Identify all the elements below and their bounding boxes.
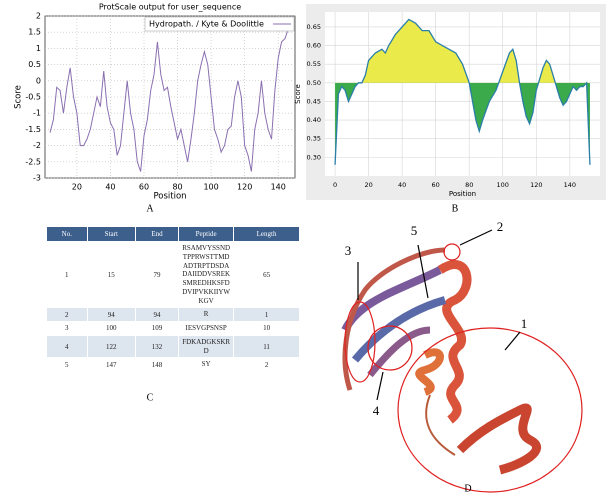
table-cell: 147 (87, 358, 135, 372)
table-cell: 122 (87, 335, 135, 358)
x-tick-label: 0 (333, 181, 337, 189)
y-tick-label: -1.5 (25, 125, 41, 134)
y-tick-label: 0.55 (307, 60, 321, 68)
table-cell: 94 (135, 308, 178, 322)
table-cell: 1 (47, 242, 88, 308)
y-tick-label: -3 (33, 174, 41, 183)
helix-ribbon (419, 352, 440, 392)
legend-label: Hydropath. / Kyte & Doolittle (149, 20, 264, 29)
region-label: 3 (345, 243, 352, 258)
table-cell: 2 (234, 358, 300, 372)
x-tick-label: 40 (105, 183, 115, 192)
panel-label: A (146, 203, 154, 214)
table-cell: 4 (47, 335, 88, 358)
y-tick-label: 2 (36, 12, 41, 21)
x-tick-label: 60 (432, 181, 440, 189)
x-tick-label: 100 (497, 181, 509, 189)
table-cell: SY (179, 358, 234, 372)
table-cell: 94 (87, 308, 135, 322)
x-tick-label: 80 (465, 181, 473, 189)
x-tick-label: 40 (398, 181, 406, 189)
figure: -3-2.5-2-1.5-1-0.500.511.522040608010012… (0, 0, 615, 493)
x-tick-label: 120 (237, 183, 252, 192)
x-tick-label: 140 (564, 181, 576, 189)
x-tick-label: 60 (139, 183, 149, 192)
y-tick-label: 0.35 (307, 135, 321, 143)
panel-label: D (464, 483, 471, 493)
x-tick-label: 120 (530, 181, 542, 189)
region-label: 5 (411, 223, 418, 238)
table-row: 4122132FDKADGKSKRD11 (47, 335, 300, 358)
x-axis-label: Position (449, 190, 476, 198)
table-cell: 109 (135, 322, 178, 336)
highlight-circle (444, 244, 460, 260)
header-cell: End (135, 227, 178, 242)
table-cell: 79 (135, 242, 178, 308)
region-label: 1 (521, 316, 528, 331)
panel-label: B (452, 203, 459, 214)
table-cell: 132 (135, 335, 178, 358)
panel-label: C (147, 392, 154, 403)
header-cell: No. (47, 227, 88, 242)
region-label: 4 (373, 403, 380, 418)
y-axis-label: Score (14, 85, 24, 109)
header-cell: Start (87, 227, 135, 242)
y-tick-label: -1 (33, 109, 41, 118)
chart-title: ProtScale output for user_sequence (99, 3, 241, 12)
y-tick-label: 0.65 (307, 23, 321, 31)
y-tick-label: 0 (36, 76, 41, 85)
table-cell: 3 (47, 322, 88, 336)
region-label: 2 (497, 219, 504, 234)
x-tick-label: 140 (271, 183, 286, 192)
y-tick-label: 0.5 (28, 60, 41, 69)
protein-structure (345, 230, 582, 492)
table-cell: 1 (234, 308, 300, 322)
table-cell: 5 (47, 358, 88, 372)
table-cell: 100 (87, 322, 135, 336)
y-tick-label: 0.40 (307, 116, 321, 124)
table-cell: 10 (234, 322, 300, 336)
helix-ribbon (440, 264, 467, 420)
table-cell: 148 (135, 358, 178, 372)
y-tick-label: 0.50 (307, 79, 321, 87)
table-cell: 15 (87, 242, 135, 308)
table-cell: 65 (234, 242, 300, 308)
header-cell: Peptide (179, 227, 234, 242)
x-tick-label: 20 (72, 183, 82, 192)
x-tick-label: 80 (172, 183, 182, 192)
x-tick-label: 20 (364, 181, 372, 189)
y-tick-label: -0.5 (25, 93, 41, 102)
table-cell: R (179, 308, 234, 322)
header-cell: Length (234, 227, 300, 242)
plot-area (45, 16, 295, 178)
y-tick-label: -2.5 (25, 157, 41, 166)
x-tick-label: 100 (203, 183, 218, 192)
y-axis-label: Score (294, 84, 302, 104)
table-row: 5147148SY2 (47, 358, 300, 372)
table-cell: IESVGPSNSP (179, 322, 234, 336)
table-cell: 11 (234, 335, 300, 358)
helix-ribbon (460, 408, 537, 470)
y-tick-label: 0.60 (307, 42, 321, 50)
table-cell: 2 (47, 308, 88, 322)
arrows (358, 230, 520, 400)
y-tick-label: -2 (33, 141, 41, 150)
table-cell: RSAMVYSSNDTPPRWSTTMDADTRPTDSDADAIIDDVSRE… (179, 242, 234, 308)
y-tick-label: 1 (36, 44, 41, 53)
y-tick-label: 1.5 (28, 28, 41, 37)
y-tick-label: 0.30 (307, 153, 321, 161)
table-cell: FDKADGKSKRD (179, 335, 234, 358)
y-tick-label: 0.45 (307, 97, 321, 105)
x-axis-label: Position (153, 192, 186, 202)
